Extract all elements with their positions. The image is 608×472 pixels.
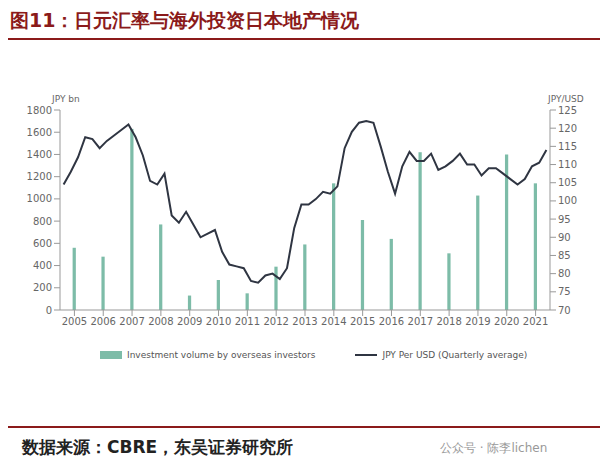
html-text:JPY Per USD (Quarterly average: JPY Per USD (Quarterly average) [382, 350, 528, 360]
svg-text:2021: 2021 [523, 316, 548, 327]
svg-text:1000: 1000 [27, 193, 52, 204]
svg-text:2020: 2020 [494, 316, 519, 327]
html-text:公众号 · 陈李lichen: 公众号 · 陈李lichen [440, 441, 548, 455]
svg-text:1600: 1600 [27, 127, 52, 138]
html-text:Investment volume by overseas: Investment volume by overseas investors [127, 350, 316, 360]
svg-text:1400: 1400 [27, 149, 52, 160]
svg-text:2006: 2006 [91, 316, 116, 327]
svg-text:2011: 2011 [235, 316, 260, 327]
svg-text:90: 90 [558, 232, 571, 243]
svg-text:2017: 2017 [408, 316, 433, 327]
svg-text:1200: 1200 [27, 171, 52, 182]
svg-text:125: 125 [558, 105, 577, 116]
html-text:数据来源：CBRE，东吴证券研究所: 数据来源：CBRE，东吴证券研究所 [22, 437, 294, 457]
svg-text:110: 110 [558, 159, 577, 170]
svg-text:2019: 2019 [465, 316, 490, 327]
svg-text:200: 200 [33, 282, 52, 293]
svg-text:400: 400 [33, 260, 52, 271]
svg-text:800: 800 [33, 216, 52, 227]
svg-text:2007: 2007 [119, 316, 144, 327]
svg-text:0: 0 [46, 305, 52, 316]
svg-text:100: 100 [558, 195, 577, 206]
svg-text:2018: 2018 [436, 316, 461, 327]
html-text:JPY bn: JPY bn [52, 94, 80, 104]
svg-text:105: 105 [558, 177, 577, 188]
svg-text:120: 120 [558, 123, 577, 134]
svg-text:2010: 2010 [206, 316, 231, 327]
svg-text:2005: 2005 [62, 316, 87, 327]
svg-text:80: 80 [558, 268, 571, 279]
svg-text:1800: 1800 [27, 105, 52, 116]
svg-text:2009: 2009 [177, 316, 202, 327]
svg-text:75: 75 [558, 286, 571, 297]
svg-text:2013: 2013 [292, 316, 317, 327]
html-text:JPY/USD: JPY/USD [548, 94, 584, 104]
svg-text:2008: 2008 [148, 316, 173, 327]
svg-text:70: 70 [558, 305, 571, 316]
svg-text:2015: 2015 [350, 316, 375, 327]
svg-text:115: 115 [558, 141, 577, 152]
svg-text:2014: 2014 [321, 316, 346, 327]
svg-text:85: 85 [558, 250, 571, 261]
svg-text:2016: 2016 [379, 316, 404, 327]
html-text:图11：日元汇率与海外投资日本地产情况: 图11：日元汇率与海外投资日本地产情况 [10, 9, 360, 31]
svg-text:600: 600 [33, 238, 52, 249]
svg-text:95: 95 [558, 214, 571, 225]
svg-text:2012: 2012 [263, 316, 288, 327]
